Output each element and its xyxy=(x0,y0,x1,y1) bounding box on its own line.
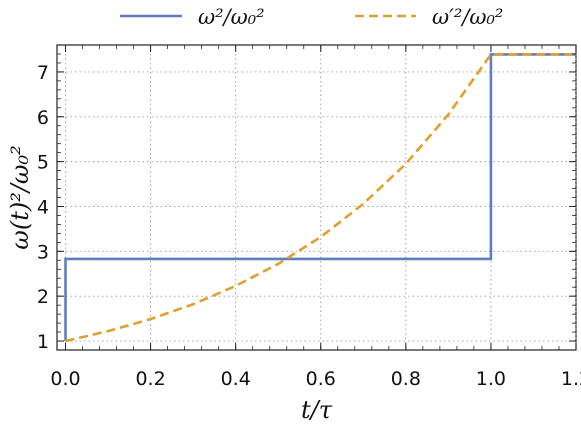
y-tick-label: 1 xyxy=(37,331,49,353)
x-tick-label: 0.0 xyxy=(50,368,80,390)
y-tick-label: 7 xyxy=(37,62,49,84)
x-tick-label: 0.8 xyxy=(391,368,421,390)
y-axis-title: ω(t)²/ω₀² xyxy=(6,145,34,249)
x-tick-label: 0.6 xyxy=(306,368,336,390)
series-line-1 xyxy=(64,53,576,342)
y-tick-label: 6 xyxy=(37,107,49,129)
y-tick-label: 3 xyxy=(37,241,49,263)
series-line-2 xyxy=(65,53,576,343)
x-tick-label: 1.2 xyxy=(561,368,581,390)
x-tick-label: 1.0 xyxy=(476,368,506,390)
y-tick-label: 5 xyxy=(37,152,49,174)
legend-label-2: ω′²/ω₀² xyxy=(432,5,503,29)
x-tick-label: 0.2 xyxy=(135,368,165,390)
x-tick-label: 0.4 xyxy=(221,368,251,390)
legend-label-1: ω²/ω₀² xyxy=(198,5,265,29)
ticks: 0.0 0.2 0.4 0.6 0.8 1.0 1.2 1 2 3 4 5 6 7 xyxy=(37,45,581,390)
y-tick-label: 2 xyxy=(37,286,49,308)
plot-frame xyxy=(56,44,577,351)
legend: ω²/ω₀² ω′²/ω₀² xyxy=(120,5,503,29)
x-axis-title: t/τ xyxy=(301,396,333,424)
series-layer xyxy=(64,53,576,343)
grid xyxy=(57,45,577,350)
y-tick-label: 4 xyxy=(37,196,49,218)
